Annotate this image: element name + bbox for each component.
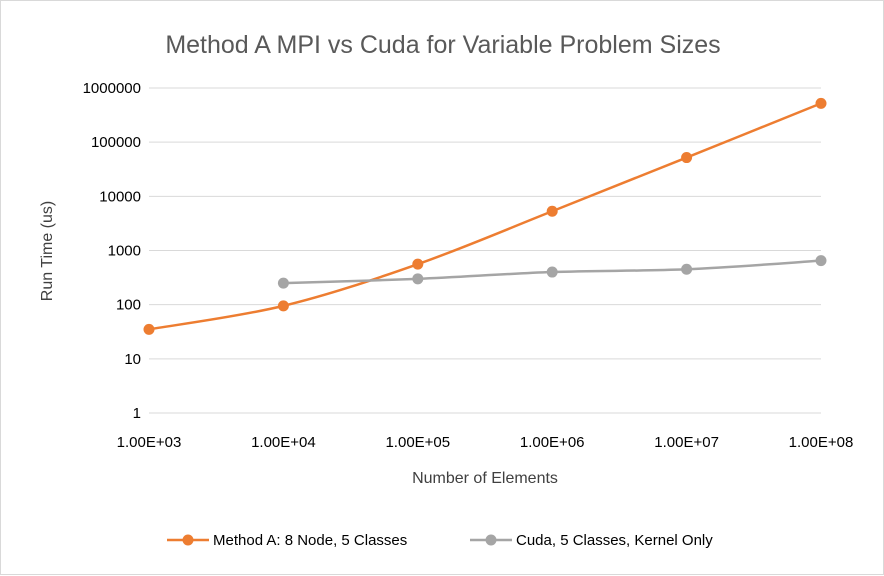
- x-tick-label: 1.00E+06: [520, 434, 585, 451]
- y-tick-label: 10: [124, 351, 141, 368]
- data-point: [143, 323, 155, 335]
- x-tick-label: 1.00E+05: [385, 434, 450, 451]
- data-point: [546, 205, 558, 217]
- data-point: [681, 263, 693, 275]
- data-point: [546, 266, 558, 278]
- series-1: [143, 97, 827, 335]
- series-line: [148, 102, 822, 331]
- legend-item-1: Method A: 8 Node, 5 Classes: [167, 532, 407, 549]
- data-point: [412, 258, 424, 270]
- grid: [149, 87, 821, 414]
- data-point: [815, 97, 827, 109]
- legend: Method A: 8 Node, 5 Classes Cuda, 5 Class…: [167, 532, 713, 549]
- data-point: [412, 273, 424, 285]
- chart-title: Method A MPI vs Cuda for Variable Proble…: [165, 31, 720, 59]
- data-point: [815, 255, 827, 267]
- x-tick-label: 1.00E+08: [789, 434, 854, 451]
- legend-item-2: Cuda, 5 Classes, Kernel Only: [470, 532, 713, 549]
- y-tick-label: 1000000: [83, 80, 141, 97]
- x-tick-label: 1.00E+07: [654, 434, 719, 451]
- series: [143, 97, 827, 335]
- data-point: [681, 152, 693, 164]
- x-tick-label: 1.00E+03: [117, 434, 182, 451]
- x-tick-label: 1.00E+04: [251, 434, 316, 451]
- x-axis-ticks: 1.00E+03 1.00E+04 1.00E+05 1.00E+06 1.00E+07…: [117, 434, 854, 451]
- y-tick-label: 10000: [99, 188, 141, 205]
- data-point: [277, 277, 289, 289]
- legend-label: Method A: 8 Node, 5 Classes: [213, 532, 407, 549]
- data-point: [277, 300, 289, 312]
- legend-marker: [485, 534, 497, 546]
- y-tick-label: 100000: [91, 134, 141, 151]
- series-2: [277, 255, 827, 289]
- legend-marker: [182, 534, 194, 546]
- y-axis-label: Run Time (us): [39, 201, 56, 301]
- y-tick-label: 1: [133, 405, 141, 422]
- y-tick-label: 1000: [108, 243, 141, 260]
- x-axis-label: Number of Elements: [412, 470, 558, 487]
- legend-label: Cuda, 5 Classes, Kernel Only: [516, 532, 713, 549]
- y-tick-label: 100: [116, 297, 141, 314]
- y-axis-ticks: 1 10 100 1000 10000 100000 1000000: [83, 80, 141, 422]
